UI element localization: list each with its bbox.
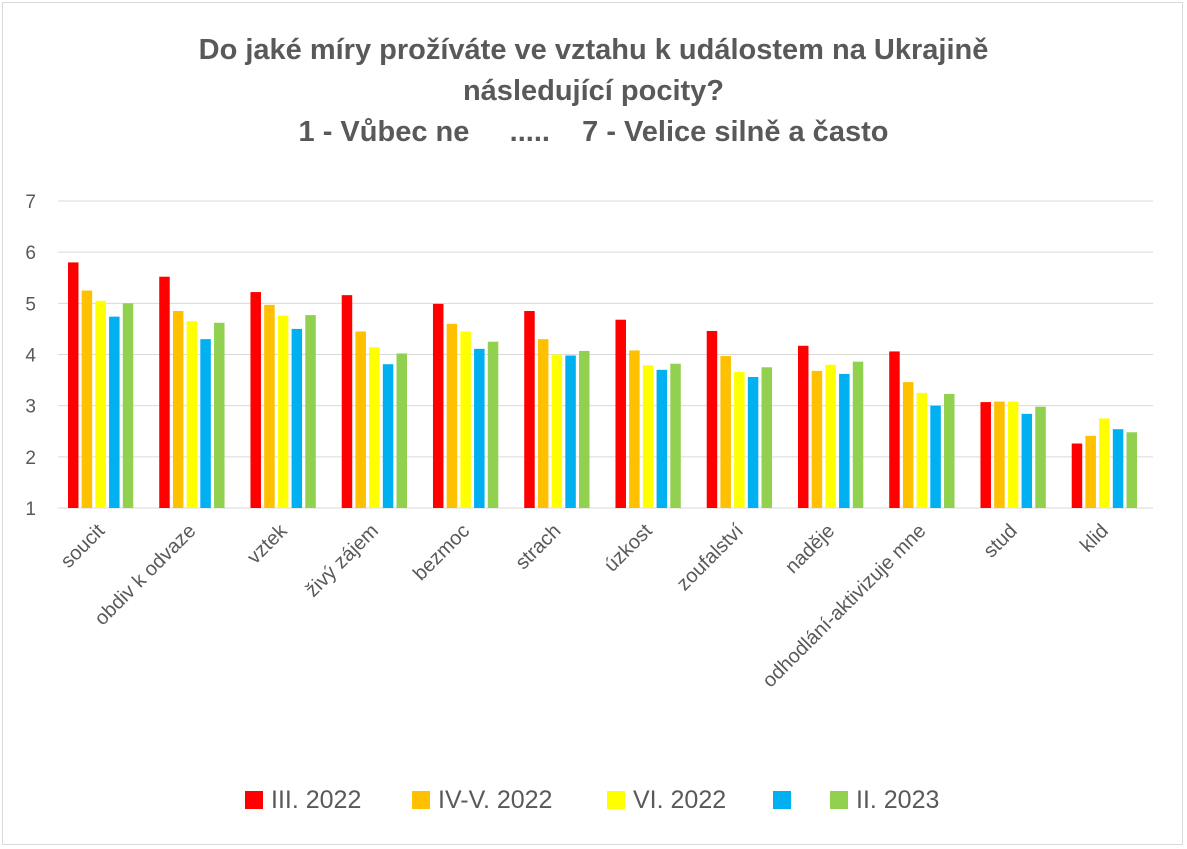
- bar: [159, 276, 170, 508]
- bar: [537, 339, 549, 508]
- bar: [720, 356, 731, 508]
- bar: [186, 321, 198, 508]
- bar: [565, 355, 576, 508]
- bar: [1007, 401, 1019, 508]
- chart-title-line-2: následující pocity?: [462, 75, 725, 107]
- chart-legend: III. 2022 IV-V. 2022 VI. 2022 II. 2023: [0, 782, 1187, 818]
- y-tick-label: 1: [25, 499, 36, 520]
- bar: [916, 392, 928, 508]
- bar: [1035, 406, 1046, 508]
- chart-title-line-1: Do jaké míry prožíváte ve vztahu k událo…: [198, 34, 989, 66]
- bar: [369, 347, 380, 508]
- bar: [656, 369, 668, 508]
- bar: [1112, 429, 1124, 508]
- bar: [382, 364, 394, 508]
- bar: [930, 405, 941, 508]
- bar: [446, 323, 458, 508]
- bar: [1126, 432, 1138, 508]
- y-tick-label: 6: [25, 243, 36, 264]
- x-category-label: stud: [979, 520, 1021, 562]
- bar: [81, 290, 93, 508]
- bar: [825, 364, 836, 508]
- legend-item-series-1: III. 2022: [245, 782, 361, 818]
- legend-item-series-4: [773, 782, 799, 818]
- y-tick-label: 3: [25, 397, 36, 418]
- bar: [460, 331, 471, 508]
- x-category-label: naděje: [781, 520, 839, 578]
- bar: [747, 377, 759, 508]
- x-category-label: bezmoc: [409, 520, 474, 585]
- legend-label-series-5: II. 2023: [856, 785, 940, 814]
- bar: [734, 371, 745, 508]
- bar: [994, 401, 1005, 508]
- y-tick-label: 7: [25, 192, 36, 213]
- x-category-label: klid: [1076, 520, 1113, 557]
- x-category-label: vztek: [243, 519, 292, 568]
- bar: [670, 363, 681, 508]
- bar: [122, 303, 134, 508]
- bar: [109, 316, 120, 508]
- bar: [250, 292, 261, 508]
- bar: [839, 373, 850, 508]
- x-category-label: odhodlání-aktivizuje mne: [758, 520, 930, 692]
- legend-item-series-2: IV-V. 2022: [412, 782, 552, 818]
- x-category-label: strach: [511, 520, 565, 574]
- x-category-label: úzkost: [600, 520, 657, 577]
- bar: [396, 353, 408, 508]
- y-tick-label: 5: [25, 294, 36, 315]
- bar: [761, 367, 773, 508]
- legend-swatch-series-1: [245, 791, 263, 809]
- bar: [524, 311, 535, 508]
- bar: [889, 351, 900, 508]
- bar: [1099, 418, 1110, 508]
- bar: [1021, 413, 1033, 508]
- legend-swatch-series-4: [773, 791, 791, 809]
- legend-item-series-3: VI. 2022: [607, 782, 726, 818]
- bar: [1071, 443, 1083, 508]
- chart-title-line-3: 1 - Vůbec ne ..... 7 - Velice silně a ča…: [298, 116, 889, 148]
- legend-swatch-series-3: [607, 791, 625, 809]
- bar: [811, 370, 823, 508]
- bar: [1085, 435, 1096, 508]
- y-tick-label: 4: [25, 346, 36, 367]
- bar: [615, 319, 626, 508]
- bar: [551, 354, 563, 508]
- x-category-label: soucit: [57, 520, 110, 573]
- x-category-label: živý zájem: [301, 520, 383, 602]
- legend-label-series-1: III. 2022: [271, 785, 362, 814]
- bar: [172, 311, 184, 508]
- legend-swatch-series-5: [830, 791, 848, 809]
- bar: [67, 262, 79, 508]
- bar: [706, 330, 718, 508]
- bar: [264, 304, 275, 508]
- legend-item-series-5: II. 2023: [830, 782, 939, 818]
- bar: [341, 295, 353, 508]
- y-tick-label: 2: [25, 448, 36, 469]
- bar: [432, 303, 444, 508]
- bar: [852, 361, 864, 508]
- bar: [200, 339, 211, 508]
- bar: [944, 393, 955, 508]
- bar: [277, 315, 289, 508]
- bar: [642, 365, 654, 508]
- chart-title: Do jaké míry prožíváte ve vztahu k událo…: [0, 30, 1187, 153]
- legend-label-series-2: IV-V. 2022: [438, 785, 553, 814]
- bar: [487, 341, 499, 508]
- bar: [291, 328, 303, 508]
- bar: [95, 300, 106, 508]
- bar: [579, 350, 590, 508]
- bar: [214, 322, 225, 508]
- bar: [355, 331, 366, 508]
- legend-label-series-3: VI. 2022: [633, 785, 727, 814]
- bar: [797, 345, 809, 508]
- x-category-label: zoufalství: [673, 520, 749, 596]
- bar: [980, 402, 991, 508]
- legend-swatch-series-2: [412, 791, 430, 809]
- bar: [305, 315, 316, 508]
- bar: [902, 382, 914, 508]
- bar: [474, 348, 485, 508]
- bar: [629, 350, 640, 508]
